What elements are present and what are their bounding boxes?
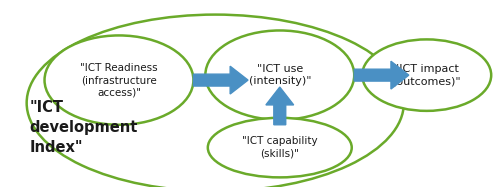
Ellipse shape xyxy=(206,30,354,120)
FancyArrow shape xyxy=(266,87,293,125)
Ellipse shape xyxy=(362,39,491,111)
Text: "ICT use
(intensity)": "ICT use (intensity)" xyxy=(248,64,311,86)
FancyArrow shape xyxy=(194,66,248,94)
Ellipse shape xyxy=(44,35,194,125)
Ellipse shape xyxy=(208,118,352,177)
Text: "ICT Readiness
(infrastructure
access)": "ICT Readiness (infrastructure access)" xyxy=(80,63,158,98)
FancyArrow shape xyxy=(354,61,409,89)
Text: "ICT impact
(outcomes)": "ICT impact (outcomes)" xyxy=(392,64,461,86)
Text: "ICT capability
(skills)": "ICT capability (skills)" xyxy=(242,136,318,159)
Text: "ICT
development
Index": "ICT development Index" xyxy=(30,100,138,155)
